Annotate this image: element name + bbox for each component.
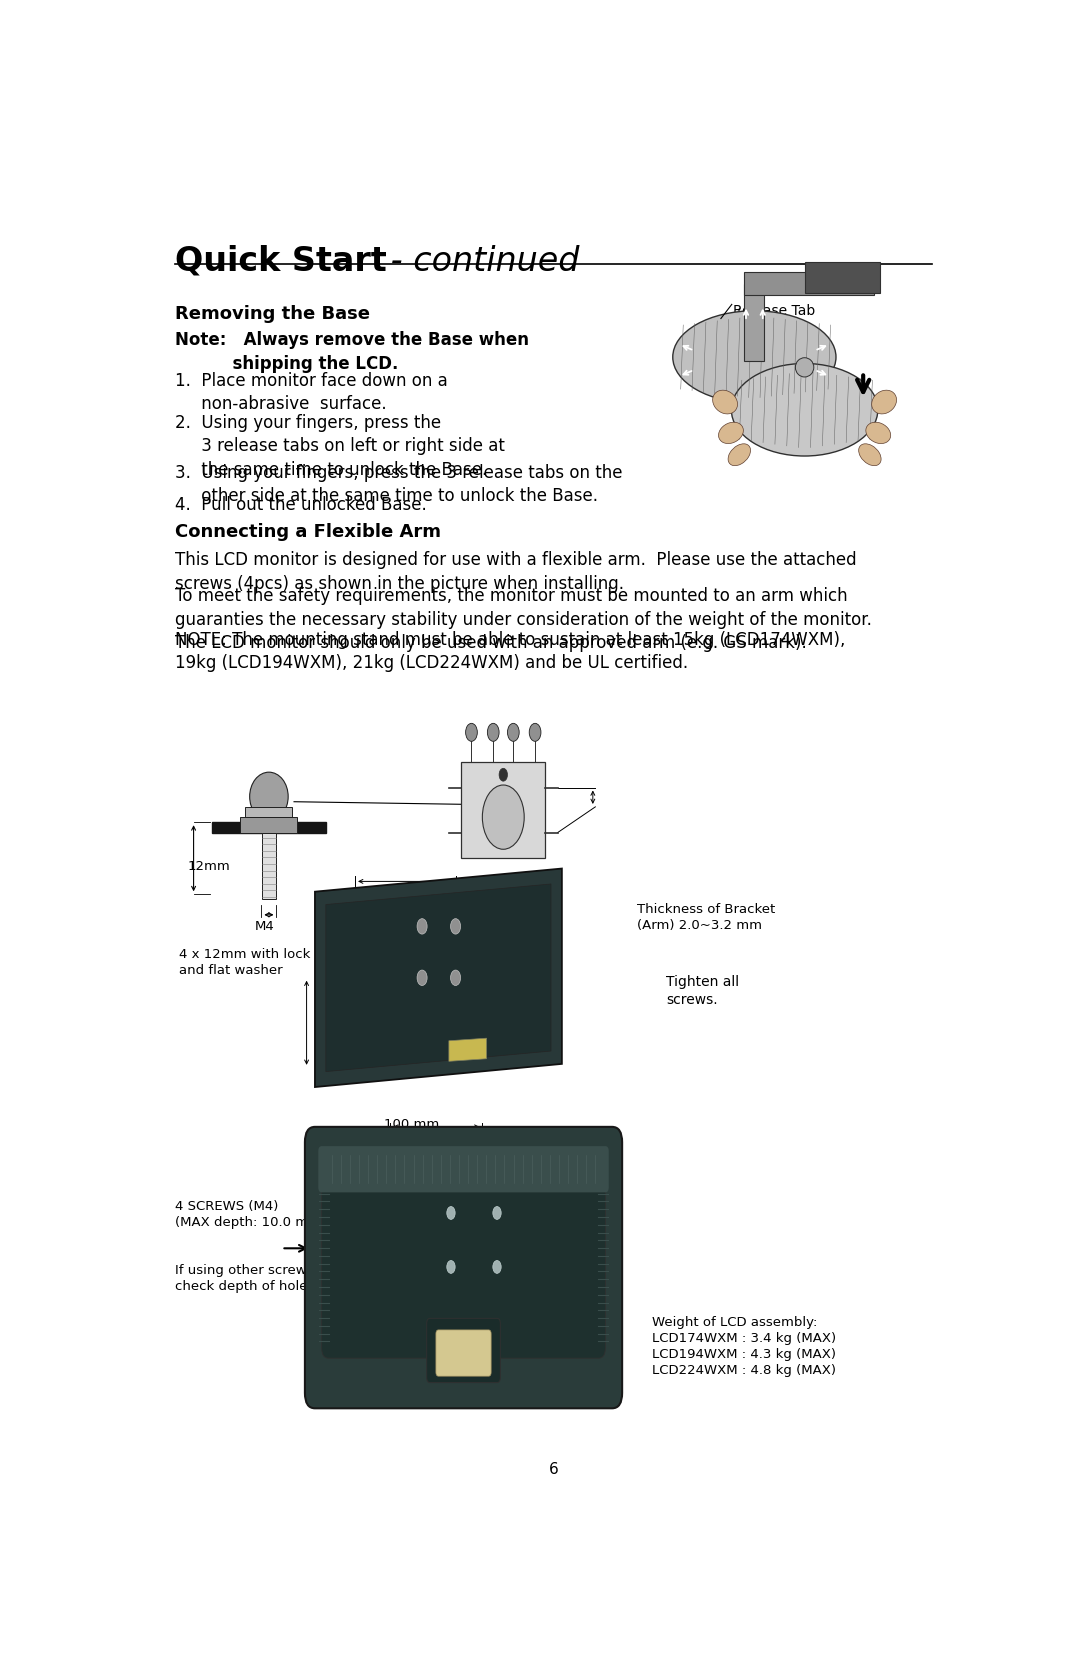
Text: 100 mm: 100 mm [318, 995, 373, 1008]
Ellipse shape [872, 391, 896, 414]
Text: 4 SCREWS (M4)
(MAX depth: 10.0 mm): 4 SCREWS (M4) (MAX depth: 10.0 mm) [175, 1200, 326, 1228]
Polygon shape [449, 1038, 486, 1061]
FancyBboxPatch shape [436, 1330, 491, 1377]
FancyBboxPatch shape [319, 1147, 609, 1192]
Polygon shape [326, 885, 551, 1071]
Circle shape [450, 970, 460, 985]
Text: 3.  Using your fingers, press the 3 release tabs on the
     other side at the s: 3. Using your fingers, press the 3 relea… [175, 464, 623, 506]
Ellipse shape [795, 357, 814, 377]
Text: 12mm: 12mm [188, 860, 230, 873]
Circle shape [465, 723, 477, 741]
Bar [744, 272, 874, 295]
Bar [461, 761, 545, 858]
Bar [245, 806, 293, 818]
Text: NOTE: The mounting stand must be able to sustain at least 15kg (LCD174WXM),
19kg: NOTE: The mounting stand must be able to… [175, 631, 846, 673]
Circle shape [508, 723, 519, 741]
Text: - continued: - continued [380, 245, 580, 277]
Text: 2.  Using your fingers, press the
     3 release tabs on left or right side at
 : 2. Using your fingers, press the 3 relea… [175, 414, 505, 479]
Text: 6: 6 [549, 1462, 558, 1477]
Circle shape [499, 768, 508, 781]
Text: Thickness of Bracket
(Arm) 2.0~3.2 mm: Thickness of Bracket (Arm) 2.0~3.2 mm [637, 903, 775, 933]
Text: This LCD monitor is designed for use with a flexible arm.  Please use the attach: This LCD monitor is designed for use wit… [175, 551, 856, 592]
Bar [805, 262, 880, 292]
Circle shape [483, 784, 524, 850]
FancyBboxPatch shape [427, 1319, 500, 1382]
Circle shape [487, 723, 499, 741]
Ellipse shape [713, 391, 738, 414]
Ellipse shape [866, 422, 891, 444]
Circle shape [492, 1207, 501, 1220]
Bar [241, 818, 297, 833]
Circle shape [529, 723, 541, 741]
Text: Release Tab: Release Tab [733, 304, 815, 319]
Ellipse shape [249, 773, 288, 821]
Ellipse shape [728, 444, 751, 466]
Ellipse shape [718, 422, 743, 444]
Bar [744, 284, 765, 361]
Text: Quick Start: Quick Start [175, 245, 387, 277]
Text: 100 mm: 100 mm [383, 1118, 438, 1132]
Text: 1.  Place monitor face down on a
     non-abrasive  surface.: 1. Place monitor face down on a non-abra… [175, 372, 448, 414]
Text: Tighten all
screws.: Tighten all screws. [666, 975, 740, 1006]
Bar [262, 833, 275, 900]
Text: 4.  Pull out the unlocked Base.: 4. Pull out the unlocked Base. [175, 496, 427, 514]
Ellipse shape [859, 444, 881, 466]
Circle shape [447, 1207, 455, 1220]
Circle shape [450, 918, 460, 935]
FancyBboxPatch shape [322, 1165, 606, 1359]
Text: To meet the safety requirements, the monitor must be mounted to an arm which
gua: To meet the safety requirements, the mon… [175, 587, 872, 653]
Text: Weight of LCD assembly:
LCD174WXM : 3.4 kg (MAX)
LCD194WXM : 4.3 kg (MAX)
LCD224: Weight of LCD assembly: LCD174WXM : 3.4 … [652, 1315, 836, 1377]
Circle shape [492, 1260, 501, 1273]
Text: Note:   Always remove the Base when
          shipping the LCD.: Note: Always remove the Base when shippi… [175, 332, 529, 372]
FancyBboxPatch shape [305, 1127, 622, 1409]
Circle shape [417, 970, 427, 985]
Text: If using other screws,
check depth of holes.: If using other screws, check depth of ho… [175, 1265, 319, 1293]
Circle shape [447, 1260, 455, 1273]
Polygon shape [315, 868, 562, 1087]
Text: Connecting a Flexible Arm: Connecting a Flexible Arm [175, 522, 441, 541]
Ellipse shape [673, 310, 836, 404]
Circle shape [417, 918, 427, 935]
Text: M4: M4 [255, 920, 274, 933]
Ellipse shape [731, 364, 878, 456]
Text: Removing the Base: Removing the Base [175, 305, 370, 324]
Bar [212, 823, 326, 833]
Text: 4 x 12mm with lock washer
and flat washer: 4 x 12mm with lock washer and flat washe… [178, 948, 362, 978]
